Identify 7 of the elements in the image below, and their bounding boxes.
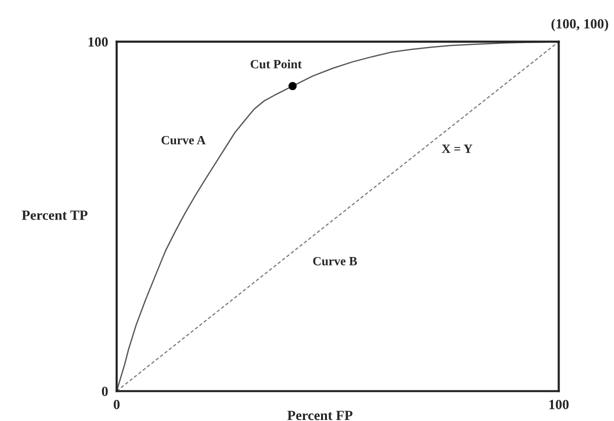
annotation: Cut Point	[250, 60, 302, 68]
series-label: Curve A	[162, 136, 206, 144]
series-label: Curve B	[313, 256, 357, 266]
annotation: (100, 100)	[551, 18, 608, 32]
y-axis-title: Percent TP	[22, 210, 88, 220]
x-axis-title: Percent FP	[287, 410, 352, 420]
annotation: X = Y	[442, 144, 472, 153]
